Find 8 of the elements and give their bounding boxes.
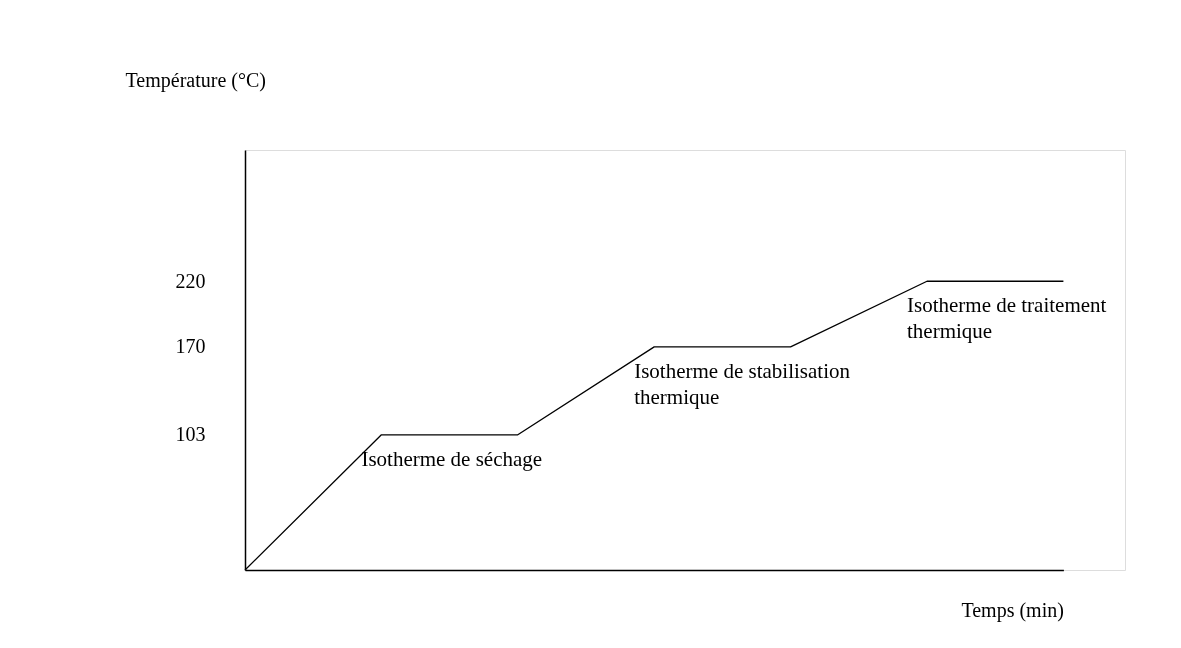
y-tick-label: 103 xyxy=(175,423,206,446)
annotation: Isotherme de séchage xyxy=(361,446,543,471)
y-axis-title: Température (°C) xyxy=(125,68,266,92)
y-tick-label: 170 xyxy=(175,335,206,358)
x-axis-title: Temps (min) xyxy=(961,598,1064,622)
y-tick-label: 220 xyxy=(175,269,206,292)
annotation: Isotherme de stabilisation thermique xyxy=(634,358,851,409)
annotation: Isotherme de traitement thermique xyxy=(907,293,1107,344)
